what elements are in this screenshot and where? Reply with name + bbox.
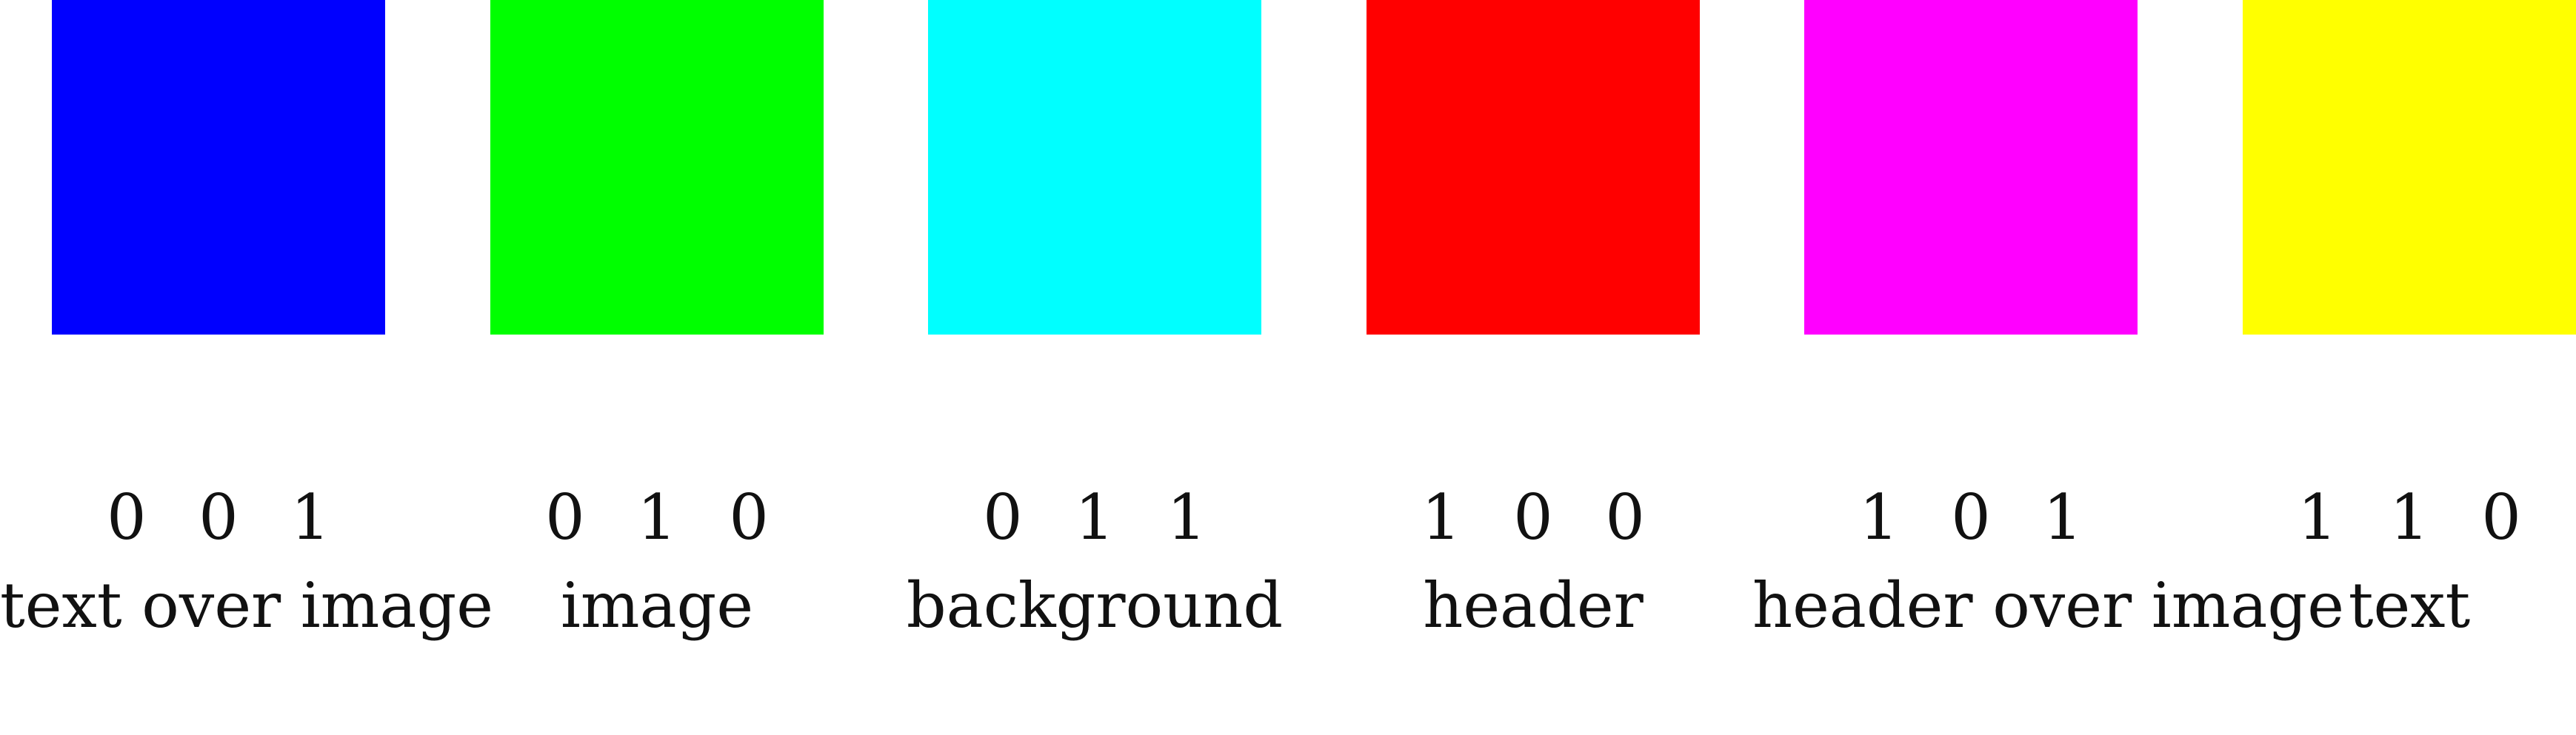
color-swatch [2243,0,2576,335]
legend-item-header-over-image: 1 0 1 header over image [1752,0,2344,735]
legend-label: text over image [0,569,493,642]
binary-code: 1 0 0 [1421,481,1661,554]
color-swatch [1367,0,1700,335]
legend-label: background [906,569,1284,642]
legend-label: image [560,569,754,642]
color-swatch [490,0,824,335]
legend-item-text: 1 1 0 text [2191,0,2576,735]
binary-code: 0 1 0 [545,481,785,554]
legend-item-header: 1 0 0 header [1315,0,1752,735]
color-swatch [928,0,1261,335]
color-swatch [1804,0,2138,335]
binary-code: 0 1 1 [983,481,1223,554]
color-swatch [52,0,385,335]
legend-item-image: 0 1 0 image [438,0,875,735]
legend-item-background: 0 1 1 background [876,0,1313,735]
legend-label: header [1423,569,1644,642]
legend-item-text-over-image: 0 0 1 text over image [0,0,493,735]
legend-label: text [2348,569,2471,642]
binary-code: 0 0 1 [107,481,347,554]
binary-code: 1 1 0 [2298,481,2537,554]
binary-code: 1 0 1 [1859,481,2099,554]
legend-label: header over image [1752,569,2344,642]
